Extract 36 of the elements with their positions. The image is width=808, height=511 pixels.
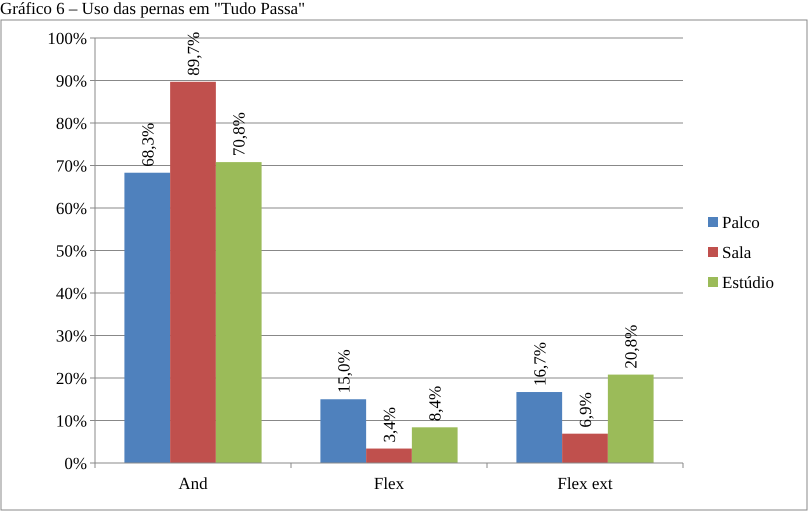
bar [320, 399, 366, 463]
y-tick-label: 20% [56, 368, 87, 388]
data-label: 89,7% [184, 32, 203, 76]
data-label: 15,0% [334, 349, 354, 394]
data-label: 16,7% [530, 342, 550, 386]
x-tick-label: Flex ext [557, 474, 613, 493]
data-label: 68,3% [138, 122, 158, 167]
bar [124, 172, 170, 463]
y-tick-label: 0% [64, 454, 87, 473]
legend-label: Palco [722, 212, 760, 232]
x-tick-label: And [178, 474, 208, 493]
y-tick-label: 60% [56, 198, 87, 218]
y-tick-label: 90% [56, 71, 87, 90]
bar [366, 448, 412, 463]
data-label: 8,4% [426, 386, 445, 422]
bar [608, 374, 654, 463]
legend-label: Sala [722, 242, 752, 262]
y-tick-label: 50% [56, 241, 87, 260]
y-tick-label: 80% [56, 114, 87, 133]
bar [170, 82, 216, 463]
data-label: 6,9% [576, 392, 595, 428]
data-label: 3,4% [380, 407, 399, 443]
y-tick-label: 30% [56, 326, 87, 346]
bar [562, 434, 608, 463]
x-tick-label: Flex [374, 474, 405, 493]
y-tick-label: 10% [56, 411, 87, 430]
y-tick-label: 40% [56, 284, 87, 303]
y-tick-label: 70% [56, 156, 87, 176]
y-tick-label: 100% [47, 28, 87, 48]
legend-label: Estúdio [722, 272, 774, 292]
data-label: 20,8% [622, 324, 641, 369]
bar [516, 392, 562, 463]
data-label: 70,8% [230, 112, 249, 156]
bar [216, 162, 262, 463]
chart-title: Gráfico 6 – Uso das pernas em "Tudo Passa" [0, 0, 306, 18]
bar [412, 427, 458, 463]
